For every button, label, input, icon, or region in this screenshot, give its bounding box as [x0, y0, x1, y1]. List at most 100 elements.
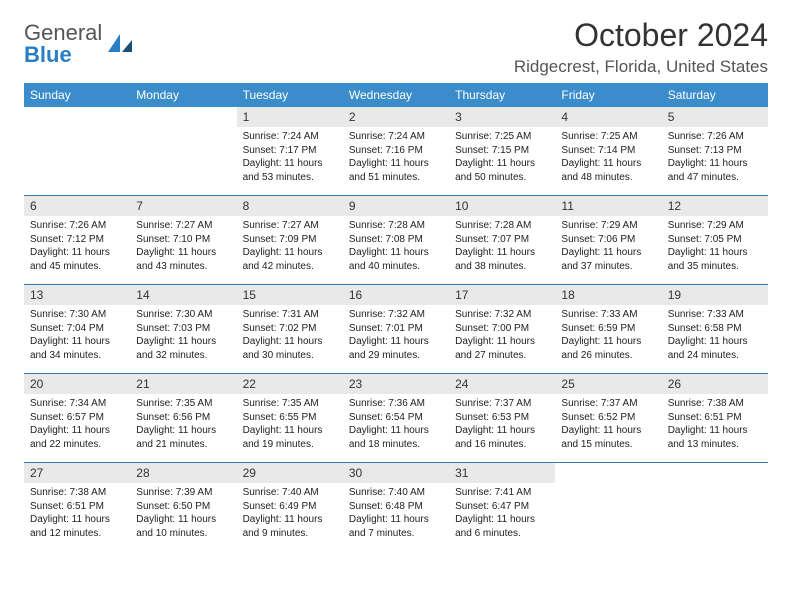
sunset-text: Sunset: 7:16 PM	[349, 144, 443, 158]
sunset-text: Sunset: 6:58 PM	[668, 322, 762, 336]
weekday-header: Thursday	[449, 83, 555, 107]
weekday-header: Saturday	[662, 83, 768, 107]
sunrise-text: Sunrise: 7:25 AM	[561, 130, 655, 144]
sunrise-text: Sunrise: 7:34 AM	[30, 397, 124, 411]
day-number: 6	[24, 196, 130, 216]
calendar-day-cell: 5Sunrise: 7:26 AMSunset: 7:13 PMDaylight…	[662, 107, 768, 196]
day-details: Sunrise: 7:26 AMSunset: 7:12 PMDaylight:…	[24, 216, 130, 279]
day-number: 18	[555, 285, 661, 305]
sunset-text: Sunset: 6:49 PM	[243, 500, 337, 514]
sunrise-text: Sunrise: 7:27 AM	[243, 219, 337, 233]
daylight-text: Daylight: 11 hours and 10 minutes.	[136, 513, 230, 540]
calendar-day-cell: 7Sunrise: 7:27 AMSunset: 7:10 PMDaylight…	[130, 196, 236, 285]
daylight-text: Daylight: 11 hours and 9 minutes.	[243, 513, 337, 540]
sunset-text: Sunset: 7:12 PM	[30, 233, 124, 247]
sunrise-text: Sunrise: 7:31 AM	[243, 308, 337, 322]
sunset-text: Sunset: 7:13 PM	[668, 144, 762, 158]
sunrise-text: Sunrise: 7:30 AM	[30, 308, 124, 322]
sunrise-text: Sunrise: 7:32 AM	[455, 308, 549, 322]
calendar-day-cell: 2Sunrise: 7:24 AMSunset: 7:16 PMDaylight…	[343, 107, 449, 196]
title-block: October 2024 Ridgecrest, Florida, United…	[514, 18, 768, 77]
sunrise-text: Sunrise: 7:33 AM	[668, 308, 762, 322]
day-details: Sunrise: 7:33 AMSunset: 6:58 PMDaylight:…	[662, 305, 768, 368]
sunrise-text: Sunrise: 7:26 AM	[30, 219, 124, 233]
day-number: 11	[555, 196, 661, 216]
day-number: 21	[130, 374, 236, 394]
sunset-text: Sunset: 6:50 PM	[136, 500, 230, 514]
sunrise-text: Sunrise: 7:36 AM	[349, 397, 443, 411]
day-number: 7	[130, 196, 236, 216]
day-details: Sunrise: 7:35 AMSunset: 6:56 PMDaylight:…	[130, 394, 236, 457]
daylight-text: Daylight: 11 hours and 42 minutes.	[243, 246, 337, 273]
day-number: 27	[24, 463, 130, 483]
day-details: Sunrise: 7:31 AMSunset: 7:02 PMDaylight:…	[237, 305, 343, 368]
daylight-text: Daylight: 11 hours and 53 minutes.	[243, 157, 337, 184]
sunset-text: Sunset: 6:59 PM	[561, 322, 655, 336]
calendar-day-cell: 22Sunrise: 7:35 AMSunset: 6:55 PMDayligh…	[237, 374, 343, 463]
sunrise-text: Sunrise: 7:37 AM	[561, 397, 655, 411]
day-details: Sunrise: 7:24 AMSunset: 7:16 PMDaylight:…	[343, 127, 449, 190]
sunrise-text: Sunrise: 7:37 AM	[455, 397, 549, 411]
calendar-day-cell: 16Sunrise: 7:32 AMSunset: 7:01 PMDayligh…	[343, 285, 449, 374]
day-details: Sunrise: 7:28 AMSunset: 7:08 PMDaylight:…	[343, 216, 449, 279]
sunset-text: Sunset: 6:51 PM	[668, 411, 762, 425]
weekday-header: Monday	[130, 83, 236, 107]
sunrise-text: Sunrise: 7:30 AM	[136, 308, 230, 322]
day-details: Sunrise: 7:32 AMSunset: 7:00 PMDaylight:…	[449, 305, 555, 368]
sunrise-text: Sunrise: 7:33 AM	[561, 308, 655, 322]
day-details: Sunrise: 7:33 AMSunset: 6:59 PMDaylight:…	[555, 305, 661, 368]
logo: General Blue	[24, 18, 134, 66]
sunset-text: Sunset: 7:04 PM	[30, 322, 124, 336]
daylight-text: Daylight: 11 hours and 16 minutes.	[455, 424, 549, 451]
day-details: Sunrise: 7:40 AMSunset: 6:48 PMDaylight:…	[343, 483, 449, 546]
sunset-text: Sunset: 6:48 PM	[349, 500, 443, 514]
page-header: General Blue October 2024 Ridgecrest, Fl…	[24, 18, 768, 77]
day-details: Sunrise: 7:37 AMSunset: 6:53 PMDaylight:…	[449, 394, 555, 457]
day-details: Sunrise: 7:41 AMSunset: 6:47 PMDaylight:…	[449, 483, 555, 546]
calendar-day-cell: 23Sunrise: 7:36 AMSunset: 6:54 PMDayligh…	[343, 374, 449, 463]
daylight-text: Daylight: 11 hours and 51 minutes.	[349, 157, 443, 184]
calendar-week-row: 13Sunrise: 7:30 AMSunset: 7:04 PMDayligh…	[24, 285, 768, 374]
day-number: 8	[237, 196, 343, 216]
day-details: Sunrise: 7:39 AMSunset: 6:50 PMDaylight:…	[130, 483, 236, 546]
day-number: 16	[343, 285, 449, 305]
sunset-text: Sunset: 6:52 PM	[561, 411, 655, 425]
day-number: 25	[555, 374, 661, 394]
sunrise-text: Sunrise: 7:35 AM	[243, 397, 337, 411]
calendar-day-cell: 21Sunrise: 7:35 AMSunset: 6:56 PMDayligh…	[130, 374, 236, 463]
calendar-week-row: 20Sunrise: 7:34 AMSunset: 6:57 PMDayligh…	[24, 374, 768, 463]
sunrise-text: Sunrise: 7:28 AM	[455, 219, 549, 233]
calendar-empty-cell	[662, 463, 768, 552]
calendar-week-row: 1Sunrise: 7:24 AMSunset: 7:17 PMDaylight…	[24, 107, 768, 196]
daylight-text: Daylight: 11 hours and 24 minutes.	[668, 335, 762, 362]
day-number: 29	[237, 463, 343, 483]
day-details: Sunrise: 7:35 AMSunset: 6:55 PMDaylight:…	[237, 394, 343, 457]
sunset-text: Sunset: 6:54 PM	[349, 411, 443, 425]
calendar-day-cell: 10Sunrise: 7:28 AMSunset: 7:07 PMDayligh…	[449, 196, 555, 285]
calendar-week-row: 27Sunrise: 7:38 AMSunset: 6:51 PMDayligh…	[24, 463, 768, 552]
location-text: Ridgecrest, Florida, United States	[514, 57, 768, 77]
daylight-text: Daylight: 11 hours and 34 minutes.	[30, 335, 124, 362]
sunset-text: Sunset: 7:03 PM	[136, 322, 230, 336]
day-number: 24	[449, 374, 555, 394]
day-details: Sunrise: 7:32 AMSunset: 7:01 PMDaylight:…	[343, 305, 449, 368]
day-number: 12	[662, 196, 768, 216]
daylight-text: Daylight: 11 hours and 22 minutes.	[30, 424, 124, 451]
calendar-day-cell: 12Sunrise: 7:29 AMSunset: 7:05 PMDayligh…	[662, 196, 768, 285]
calendar-day-cell: 14Sunrise: 7:30 AMSunset: 7:03 PMDayligh…	[130, 285, 236, 374]
day-number: 15	[237, 285, 343, 305]
day-details: Sunrise: 7:29 AMSunset: 7:05 PMDaylight:…	[662, 216, 768, 279]
day-details: Sunrise: 7:38 AMSunset: 6:51 PMDaylight:…	[24, 483, 130, 546]
day-number: 17	[449, 285, 555, 305]
calendar-day-cell: 6Sunrise: 7:26 AMSunset: 7:12 PMDaylight…	[24, 196, 130, 285]
calendar-day-cell: 27Sunrise: 7:38 AMSunset: 6:51 PMDayligh…	[24, 463, 130, 552]
sunrise-text: Sunrise: 7:32 AM	[349, 308, 443, 322]
daylight-text: Daylight: 11 hours and 13 minutes.	[668, 424, 762, 451]
daylight-text: Daylight: 11 hours and 21 minutes.	[136, 424, 230, 451]
daylight-text: Daylight: 11 hours and 29 minutes.	[349, 335, 443, 362]
logo-sail-icon	[106, 32, 134, 54]
logo-word-blue: Blue	[24, 42, 72, 67]
day-details: Sunrise: 7:34 AMSunset: 6:57 PMDaylight:…	[24, 394, 130, 457]
day-details: Sunrise: 7:27 AMSunset: 7:09 PMDaylight:…	[237, 216, 343, 279]
weekday-header: Friday	[555, 83, 661, 107]
